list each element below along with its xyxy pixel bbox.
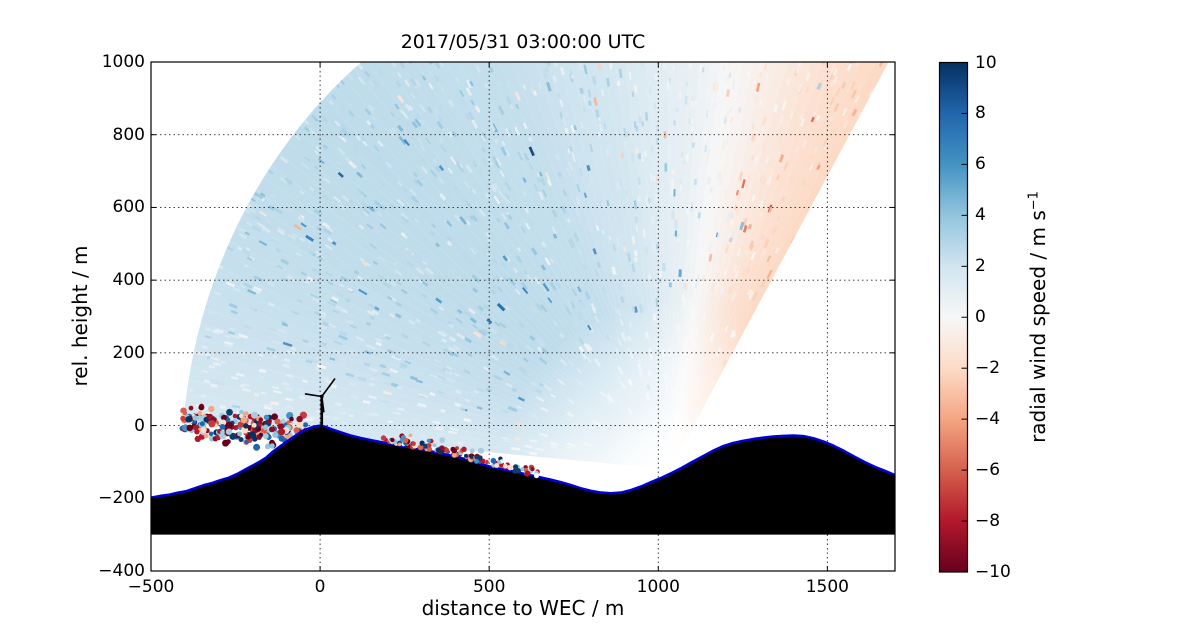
y-tick-label: −400 [98,561,145,581]
y-tick-label: 0 [134,415,145,436]
colorbar-tick-label: 6 [975,154,986,175]
x-tick-label: −500 [127,577,175,597]
x-tick-label: 0 [314,577,326,597]
colorbar-tick-label: 8 [975,103,986,124]
colorbar-label-main: radial wind speed / m s [1026,210,1050,443]
y-tick-label: 800 [112,124,145,145]
terrain-surface-line [151,424,895,499]
y-tick-label: 400 [112,270,145,291]
wind-turbine-icon [304,378,336,431]
colorbar-label: radial wind speed / m s−1 [1026,191,1050,443]
colorbar-tick-label: 0 [975,307,986,328]
colorbar-tick-label: −6 [975,460,1001,481]
plot-area [151,62,895,571]
plot-title: 2017/05/31 03:00:00 UTC [400,31,646,53]
colorbar-frame [938,61,969,573]
colorbar-tick-label: 10 [975,52,997,73]
x-tick-label: 1500 [805,577,849,597]
colorbar-tick-label: −10 [975,562,1011,582]
y-tick-label: 600 [112,197,145,218]
x-axis-label: distance to WEC / m [421,596,625,620]
colorbar-tick-label: 2 [975,256,986,277]
scan-fan [183,62,889,470]
colorbar-tick-label: 4 [975,205,986,226]
colorbar-label-sup: −1 [1026,191,1042,211]
y-tick-label: −200 [98,488,145,509]
colorbar-tick-label: −8 [975,511,1001,532]
axis-frame [150,61,896,572]
x-tick-label: 1000 [636,577,680,597]
clutter-dots-left [179,403,315,452]
y-axis-label: rel. height / m [68,245,92,387]
y-tick-label: 200 [112,342,145,363]
y-tick-label: 1000 [101,52,145,72]
x-tick-label: 500 [472,577,506,597]
colorbar-tick-label: −2 [975,358,1001,379]
colorbar-tick-label: −4 [975,409,1001,430]
clutter-dots-right [380,433,540,479]
